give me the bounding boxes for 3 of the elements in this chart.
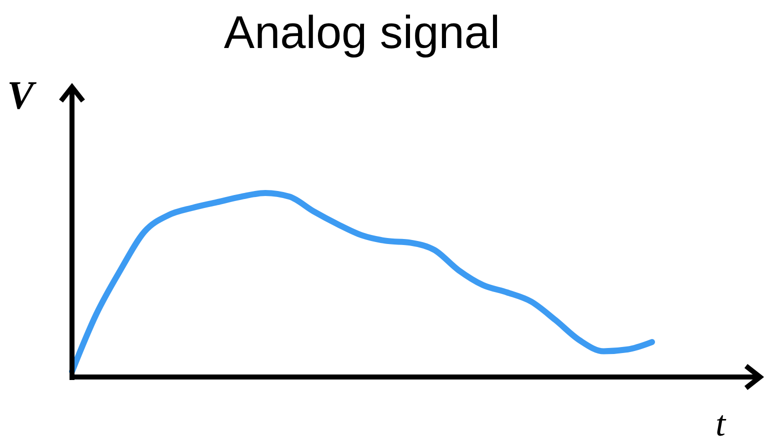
chart-title: Analog signal [224,6,500,58]
x-axis-title: t [715,404,726,439]
y-axis-title: V [7,72,38,118]
